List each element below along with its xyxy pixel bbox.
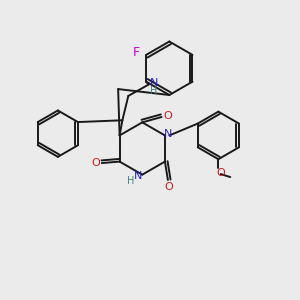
Text: H: H [127, 176, 135, 186]
Text: H: H [150, 86, 158, 96]
Text: O: O [163, 111, 172, 122]
Text: N: N [150, 78, 158, 88]
Text: O: O [92, 158, 100, 168]
Text: N: N [134, 171, 142, 181]
Text: N: N [164, 129, 173, 139]
Text: O: O [164, 182, 173, 192]
Text: F: F [133, 46, 140, 59]
Text: O: O [216, 169, 225, 178]
